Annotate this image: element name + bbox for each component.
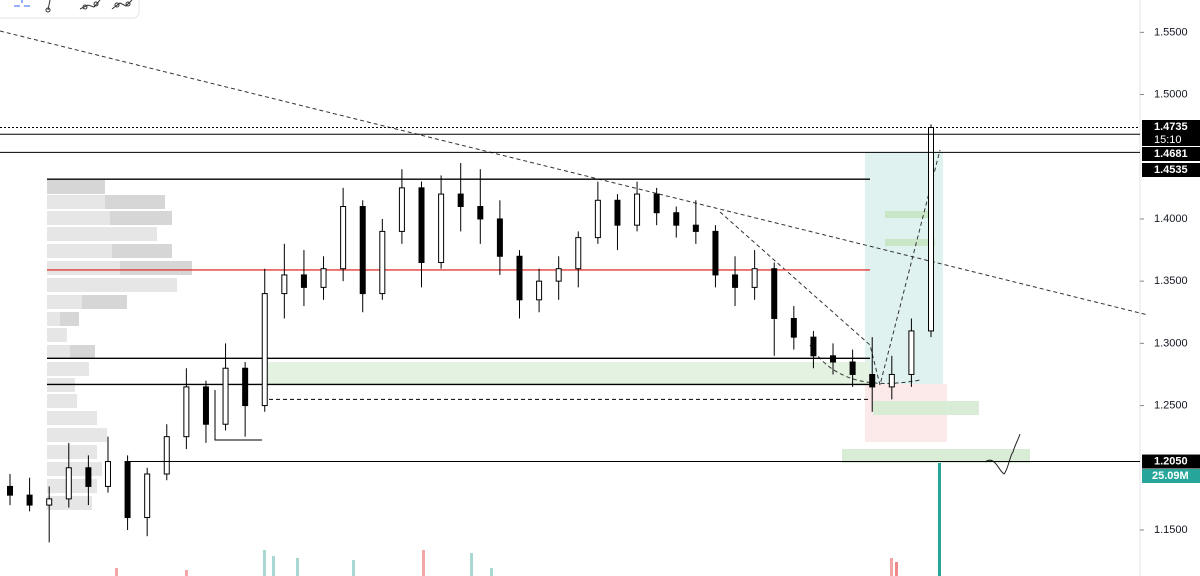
volume-bars: [263, 550, 493, 576]
candle-body: [653, 193, 660, 214]
volume-bar: [938, 463, 941, 576]
candle-body: [300, 274, 307, 288]
candle-body: [418, 187, 425, 263]
price-tag: 1.2050: [1154, 455, 1188, 467]
y-tick-label: 1.5000: [1154, 88, 1188, 100]
candle-body: [536, 280, 543, 301]
candle-body: [908, 330, 915, 375]
candle-body: [340, 206, 347, 270]
candle-body: [634, 193, 641, 226]
price-tag-bg: [1142, 163, 1200, 177]
candle-body: [359, 206, 366, 295]
price-tag: 1.4535: [1154, 164, 1188, 176]
candle-body: [379, 230, 386, 295]
candle-body: [457, 193, 464, 208]
crosshair-tool[interactable]: [14, 0, 30, 7]
candle-body: [398, 187, 405, 232]
volume-bars: [115, 550, 893, 576]
candle-body: [281, 274, 288, 295]
demand-zone: [265, 362, 870, 384]
volume-profile: [47, 180, 192, 510]
candle-body: [849, 361, 856, 375]
candle-body: [575, 237, 582, 270]
candle-body: [810, 336, 817, 357]
candle-body: [673, 212, 680, 226]
zone: [885, 211, 931, 218]
candle-body: [222, 367, 229, 425]
volume-tag-bg: [1142, 469, 1200, 483]
candle-body: [320, 268, 327, 288]
drawing: [214, 390, 262, 441]
candle-body: [438, 193, 445, 263]
candle-body: [594, 199, 601, 239]
candle-body: [124, 461, 131, 519]
zone: [873, 401, 979, 415]
candle-body: [183, 386, 190, 438]
price-tag: 1.4735: [1154, 121, 1188, 133]
zone: [885, 239, 935, 246]
candle-body: [516, 255, 523, 301]
candle-body: [85, 467, 92, 487]
zone: [842, 449, 1030, 463]
candle-body: [7, 485, 13, 496]
price-tag-bg: [1142, 454, 1200, 469]
candle-body: [869, 373, 876, 388]
candle-body: [26, 494, 33, 506]
candle-body: [928, 127, 934, 332]
candle-body: [830, 355, 837, 363]
candle-body: [771, 268, 778, 319]
volume-tag: 25.09M: [1152, 470, 1189, 482]
price-tag-bg: [1142, 120, 1200, 134]
volume-bar: [895, 562, 898, 576]
price-tag: 1.4681: [1154, 148, 1188, 160]
candle-body: [555, 268, 562, 282]
y-tick-label: 1.3000: [1154, 337, 1188, 349]
candle-body: [144, 473, 151, 519]
trend-line: [719, 149, 941, 386]
candle-body: [65, 467, 72, 500]
countdown: 15:10: [1154, 134, 1182, 146]
candle-body: [46, 498, 53, 506]
trend-line: [0, 30, 1149, 316]
projection: [984, 433, 1021, 475]
candle-body: [163, 436, 170, 475]
candle-body: [104, 461, 111, 487]
candle-body: [496, 218, 503, 257]
y-tick-label: 1.4000: [1154, 213, 1188, 225]
arc: [809, 344, 921, 384]
candle-body: [242, 367, 249, 407]
drawing-tools[interactable]: [45, 0, 133, 13]
y-tick-label: 1.1500: [1154, 524, 1188, 536]
price-tag-bg: [1142, 134, 1200, 146]
plot: 1.1500 1.2500 1.3000 1.3500 1.4000 1.5000 1.55…: [0, 26, 1200, 576]
toolbar[interactable]: [0, 0, 140, 19]
candle-body: [261, 293, 268, 407]
price-tag-bg: [1142, 147, 1200, 161]
y-tick-label: 1.2500: [1154, 399, 1188, 411]
candle-body: [790, 317, 797, 338]
candle-body: [202, 386, 209, 425]
candle-body: [732, 274, 739, 288]
candle-body: [477, 206, 484, 220]
candle-body: [692, 224, 699, 232]
candle-body: [751, 268, 758, 288]
candle-body: [712, 230, 719, 276]
candle-body: [614, 199, 621, 226]
candle-body: [888, 373, 895, 388]
y-tick-label: 1.3500: [1154, 275, 1188, 287]
y-tick-label: 1.5500: [1154, 26, 1188, 38]
